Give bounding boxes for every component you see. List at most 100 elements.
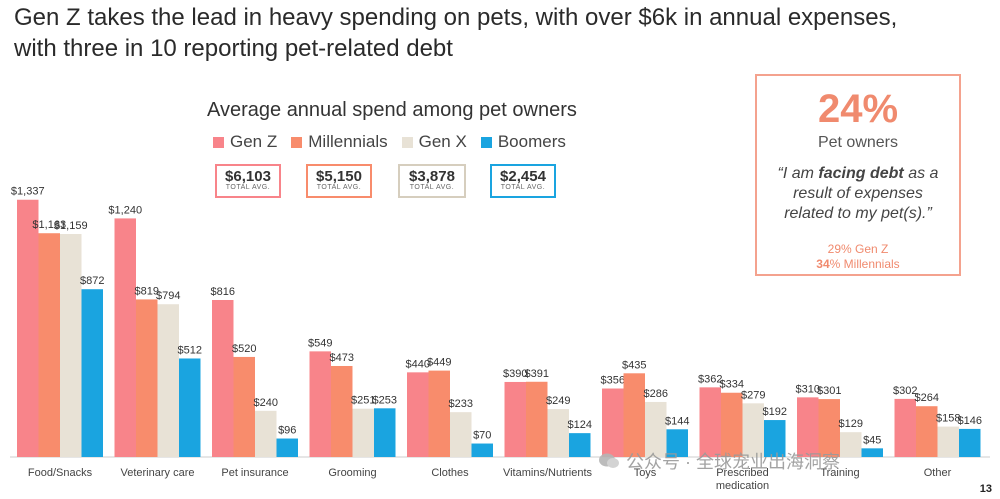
bar-training-boomers: [861, 448, 883, 457]
category-label-veterinary-care: Veterinary care: [121, 467, 195, 479]
legend-item-gen-z: Gen Z: [213, 132, 277, 152]
data-label-prescribed-medication-gen-x: $279: [741, 389, 765, 401]
watermark: 公众号 · 全球宠业出海洞察: [598, 448, 840, 474]
bar-food-snacks-gen-x: [60, 233, 82, 457]
wechat-icon: [599, 453, 619, 468]
data-label-clothes-boomers: $70: [473, 430, 491, 442]
total-box-millennials: $5,150 TOTAL AVG.: [306, 164, 372, 198]
bar-grooming-gen-x: [352, 408, 374, 457]
bar-grooming-millennials: [331, 365, 353, 457]
data-label-clothes-gen-z: $440: [406, 358, 430, 370]
data-label-toys-boomers: $144: [665, 415, 689, 427]
data-label-vitamins-nutrients-gen-x: $249: [546, 395, 570, 407]
data-label-grooming-gen-z: $549: [308, 337, 332, 349]
data-label-food-snacks-millennials: $1,163: [32, 219, 66, 231]
data-label-toys-gen-z: $356: [601, 375, 625, 387]
callout-quote: “I am facing debt as a result of expense…: [769, 164, 947, 224]
bar-veterinary-care-gen-x: [157, 304, 179, 457]
data-label-training-boomers: $45: [863, 434, 881, 446]
bar-pet-insurance-gen-x: [255, 410, 277, 457]
category-label-vitamins-nutrients: Vitamins/Nutrients: [503, 467, 593, 479]
data-label-other-gen-z: $302: [893, 385, 917, 397]
bar-toys-gen-z: [602, 388, 624, 457]
bar-vitamins-nutrients-millennials: [526, 381, 548, 457]
bar-pet-insurance-gen-z: [212, 299, 234, 457]
quote-post: as a result of expenses related to my pe…: [784, 165, 939, 222]
total-value-boomers: $2,454: [500, 168, 546, 185]
headline-line-1: Gen Z takes the lead in heavy spending o…: [14, 4, 898, 31]
bar-veterinary-care-gen-z: [114, 218, 136, 457]
quote-pre: “I am: [777, 165, 819, 182]
bar-training-gen-z: [797, 397, 819, 457]
legend-item-millennials: Millennials: [291, 132, 388, 152]
data-label-prescribed-medication-gen-z: $362: [698, 373, 722, 385]
legend-label-gen-z: Gen Z: [230, 132, 278, 151]
mill-rest: % Millennials: [829, 257, 900, 271]
legend-item-gen-x: Gen X: [401, 132, 467, 152]
quote-bold: facing debt: [818, 165, 904, 182]
total-sub-gen-z: TOTAL AVG.: [225, 184, 271, 191]
bar-pet-insurance-boomers: [276, 438, 298, 457]
bar-veterinary-care-millennials: [136, 299, 158, 457]
data-label-grooming-boomers: $253: [373, 394, 397, 406]
bar-training-millennials: [818, 399, 840, 457]
data-label-veterinary-care-boomers: $512: [178, 344, 202, 356]
data-label-prescribed-medication-millennials: $334: [720, 379, 744, 391]
bar-other-gen-z: [894, 398, 916, 457]
data-label-prescribed-medication-boomers: $192: [763, 406, 787, 418]
bar-other-millennials: [916, 406, 938, 457]
total-sub-millennials: TOTAL AVG.: [316, 184, 362, 191]
data-label-pet-insurance-boomers: $96: [278, 425, 296, 437]
total-value-gen-x: $3,878: [409, 168, 455, 185]
data-label-veterinary-care-millennials: $819: [135, 285, 159, 297]
bar-vitamins-nutrients-gen-x: [547, 409, 569, 457]
category-label-prescribed-medication-line-2: medication: [716, 480, 769, 492]
bar-vitamins-nutrients-boomers: [569, 433, 591, 457]
data-label-other-gen-x: $158: [936, 413, 960, 425]
data-label-food-snacks-gen-x: $1,159: [54, 220, 88, 232]
data-label-pet-insurance-gen-z: $816: [211, 286, 235, 298]
total-box-gen-x: $3,878 TOTAL AVG.: [398, 164, 466, 198]
bar-grooming-boomers: [374, 408, 396, 457]
category-label-other: Other: [924, 467, 952, 479]
watermark-text: 公众号 · 全球宠业出海洞察: [626, 452, 840, 472]
bar-food-snacks-gen-z: [17, 199, 39, 458]
data-label-clothes-millennials: $449: [427, 357, 451, 369]
bar-toys-boomers: [666, 429, 688, 457]
total-value-gen-z: $6,103: [225, 168, 271, 185]
bar-clothes-boomers: [471, 443, 493, 457]
data-label-grooming-millennials: $473: [330, 352, 354, 364]
page-number: 13: [979, 483, 992, 495]
data-label-vitamins-nutrients-gen-z: $390: [503, 368, 527, 380]
data-label-toys-gen-x: $286: [644, 388, 668, 400]
bar-other-boomers: [959, 428, 981, 457]
legend-label-millennials: Millennials: [308, 132, 388, 151]
total-box-boomers: $2,454 TOTAL AVG.: [490, 164, 556, 198]
legend-swatch-millennials: [291, 136, 303, 148]
data-label-vitamins-nutrients-boomers: $124: [568, 419, 592, 431]
chart-title: Average annual spend among pet owners: [207, 99, 577, 121]
callout-label: Pet owners: [817, 134, 899, 151]
data-label-pet-insurance-gen-x: $240: [254, 397, 278, 409]
category-label-training: Training: [820, 467, 859, 479]
total-box-gen-z: $6,103 TOTAL AVG.: [215, 164, 281, 198]
legend-item-boomers: Boomers: [480, 132, 566, 152]
legend-swatch-gen-z: [213, 136, 224, 148]
debt-callout: 24% Pet owners “I am facing debt as a re…: [755, 74, 961, 276]
data-label-other-millennials: $264: [915, 392, 939, 404]
bar-prescribed-medication-gen-z: [699, 387, 721, 457]
total-value-millennials: $5,150: [316, 168, 362, 185]
category-label-prescribed-medication-line-1: Prescribed: [716, 467, 769, 479]
data-label-other-boomers: $146: [958, 415, 982, 427]
category-label-food-snacks: Food/Snacks: [28, 467, 93, 479]
callout-genz-stat: 29% Gen Z: [827, 242, 889, 256]
data-label-pet-insurance-millennials: $520: [232, 343, 256, 355]
total-sub-boomers: TOTAL AVG.: [500, 184, 546, 191]
bar-prescribed-medication-millennials: [721, 392, 743, 457]
bar-prescribed-medication-gen-x: [742, 403, 764, 457]
category-label-clothes: Clothes: [431, 467, 469, 479]
bar-clothes-millennials: [428, 370, 450, 457]
data-label-food-snacks-gen-z: $1,337: [11, 186, 45, 198]
data-label-veterinary-care-gen-z: $1,240: [108, 204, 142, 216]
legend-swatch-gen-x: [401, 136, 413, 148]
